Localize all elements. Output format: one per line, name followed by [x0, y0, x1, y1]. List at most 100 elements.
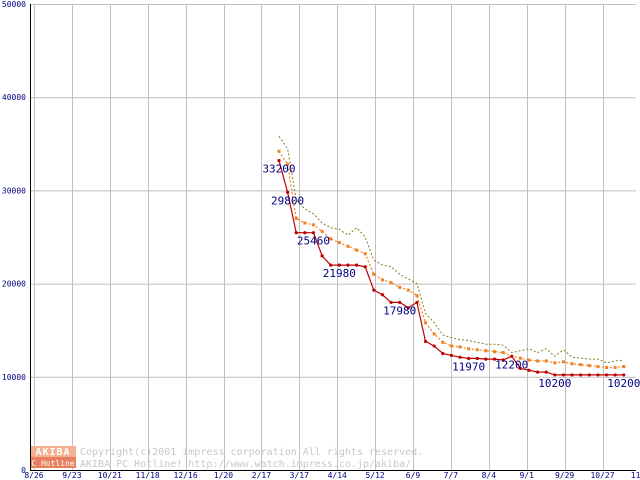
point-min-13: [389, 300, 393, 305]
series-markers: [277, 149, 626, 377]
point-min-7: [337, 263, 341, 267]
data-label-7: 10200: [538, 377, 571, 390]
point-min-8: [346, 263, 350, 267]
point-min-23: [475, 356, 479, 361]
watermark: AKIBA PC Hotline! Copyright(c)2001 impre…: [27, 446, 423, 470]
site-text: AKIBA PC Hotline! http://www.watch.impre…: [80, 459, 411, 470]
point-avg-14: [398, 285, 402, 289]
point-min-29: [527, 368, 531, 372]
point-min-3: [303, 231, 307, 235]
axes: [30, 4, 636, 471]
point-avg-10: [363, 252, 367, 256]
akiba-logo-top: AKIBA: [35, 447, 70, 458]
point-avg-40: [622, 365, 626, 369]
point-avg-25: [493, 350, 496, 354]
y-tick-label-1: 10000: [2, 373, 26, 382]
point-min-36: [587, 373, 591, 377]
point-avg-6: [329, 237, 333, 241]
point-min-0: [277, 158, 281, 163]
data-label-3: 21980: [323, 267, 356, 280]
point-min-22: [467, 356, 471, 361]
point-avg-34: [570, 362, 574, 366]
point-avg-32: [553, 361, 557, 365]
point-avg-39: [613, 365, 617, 369]
point-min-16: [415, 300, 419, 305]
x-tick-label-9: 5/12: [365, 471, 384, 480]
point-avg-20: [449, 344, 453, 348]
point-avg-5: [320, 229, 324, 233]
point-min-24: [484, 357, 488, 361]
x-tick-label-4: 12/16: [174, 471, 198, 480]
point-min-12: [380, 293, 385, 297]
point-avg-8: [346, 244, 350, 248]
series-line-avg: [278, 150, 624, 369]
akiba-logo-top-box: [30, 446, 76, 457]
point-avg-18: [432, 332, 436, 336]
copyright-text: Copyright(c)2001 impress corporation All…: [80, 447, 423, 458]
point-avg-28: [518, 356, 522, 360]
y-tick-labels: 0 10000 20000 30000 40000 50000: [2, 0, 26, 475]
point-avg-12: [380, 278, 384, 282]
x-tick-label-0: 8/26: [24, 471, 43, 480]
point-avg-3: [303, 221, 307, 225]
point-avg-37: [596, 365, 600, 369]
data-label-2: 25460: [297, 235, 330, 248]
point-avg-38: [605, 365, 609, 369]
point-min-38: [604, 373, 609, 377]
point-avg-31: [544, 359, 548, 363]
point-min-40: [622, 373, 626, 377]
point-avg-11: [372, 272, 376, 276]
point-avg-21: [458, 345, 462, 349]
x-tick-label-5: 1/20: [214, 471, 233, 480]
point-avg-0: [277, 149, 281, 153]
x-tick-label-1: 9/23: [62, 471, 81, 480]
x-tick-label-13: 9/1: [519, 471, 534, 480]
point-min-35: [579, 373, 583, 377]
data-label-8: 10200: [607, 377, 640, 390]
x-tick-label-14: 9/29: [555, 471, 574, 480]
point-min-26: [501, 358, 505, 362]
y-tick-label-5: 50000: [2, 0, 26, 9]
point-min-4: [311, 231, 316, 235]
point-avg-35: [579, 363, 583, 367]
annotations: 33200 29800 25460 21980 17980 11970 12200 10200…: [262, 163, 640, 390]
series-line-max: [278, 136, 624, 364]
point-min-5: [320, 254, 324, 258]
point-min-34: [570, 373, 574, 377]
point-min-1: [286, 190, 290, 194]
point-avg-16: [415, 294, 419, 298]
y-tick-label-2: 20000: [2, 280, 26, 289]
point-avg-13: [389, 281, 393, 285]
y-tick-label-0: 0: [21, 466, 26, 475]
x-tick-label-11: 7/7: [444, 471, 459, 480]
data-label-6: 12200: [495, 358, 528, 371]
x-tick-label-7: 3/17: [290, 471, 309, 480]
point-min-32: [553, 373, 557, 377]
grid-lines: [30, 4, 636, 471]
point-min-17: [423, 339, 428, 343]
point-avg-9: [355, 248, 359, 252]
data-label-1: 29800: [271, 194, 304, 207]
point-min-30: [536, 370, 540, 374]
y-tick-label-3: 30000: [2, 186, 26, 195]
point-min-9: [354, 263, 359, 267]
y-tick-label-4: 40000: [2, 93, 26, 102]
point-avg-36: [587, 364, 591, 368]
x-tick-label-15: 10/27: [590, 471, 614, 480]
point-min-14: [398, 300, 402, 305]
point-avg-29: [527, 358, 531, 362]
point-avg-22: [467, 347, 471, 351]
point-avg-23: [475, 348, 479, 352]
point-min-31: [544, 370, 548, 374]
point-avg-7: [337, 241, 341, 245]
point-min-37: [596, 373, 600, 377]
point-min-11: [372, 288, 376, 292]
point-min-39: [613, 373, 617, 377]
point-avg-4: [311, 223, 315, 227]
point-min-19: [441, 351, 445, 356]
point-min-6: [329, 263, 333, 267]
point-min-25: [492, 357, 497, 361]
x-tick-labels: 8/26 9/23 10/21 11/18 12/16 1/20 2/17 3/17 4/14 5…: [24, 471, 640, 480]
